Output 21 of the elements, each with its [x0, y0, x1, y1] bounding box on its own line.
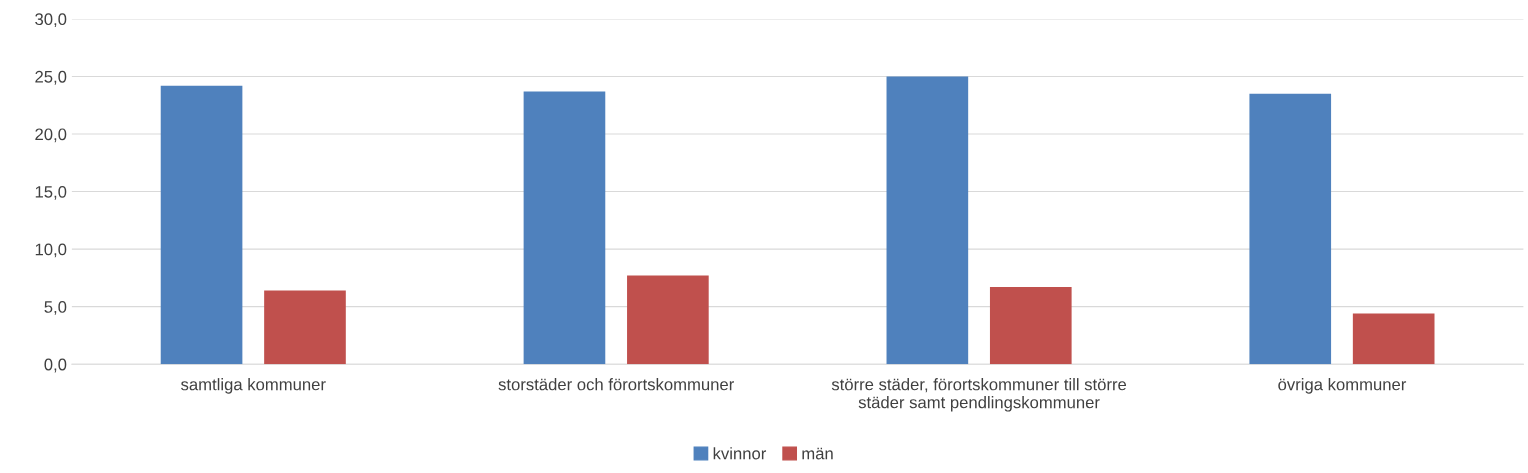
- bar: [886, 76, 969, 365]
- legend-label: män: [802, 447, 833, 460]
- y-tick-label: 10,0: [35, 243, 67, 258]
- bar: [989, 287, 1072, 365]
- y-tick-label: 30,0: [35, 13, 67, 28]
- legend-label: kvinnor: [713, 447, 767, 460]
- x-tick-label: större städer, förortskommuner till större städer samt pendlingskommuner: [831, 378, 1127, 412]
- y-tick-label: 0,0: [44, 358, 67, 373]
- bar: [1352, 313, 1435, 365]
- x-tick-label: storstäder och förortskommuner: [498, 378, 734, 391]
- y-tick-label: 15,0: [35, 185, 67, 200]
- x-tick-label: övriga kommuner: [1278, 378, 1407, 394]
- x-tick-label: samtliga kommuner: [181, 378, 326, 394]
- y-tick-label: 20,0: [35, 128, 67, 143]
- bar: [627, 275, 709, 365]
- bar: [264, 290, 346, 365]
- y-tick-label: 5,0: [44, 301, 67, 315]
- bar: [523, 91, 606, 365]
- bar: [1249, 93, 1332, 365]
- bar: [160, 85, 243, 365]
- y-tick-label: 25,0: [35, 70, 67, 85]
